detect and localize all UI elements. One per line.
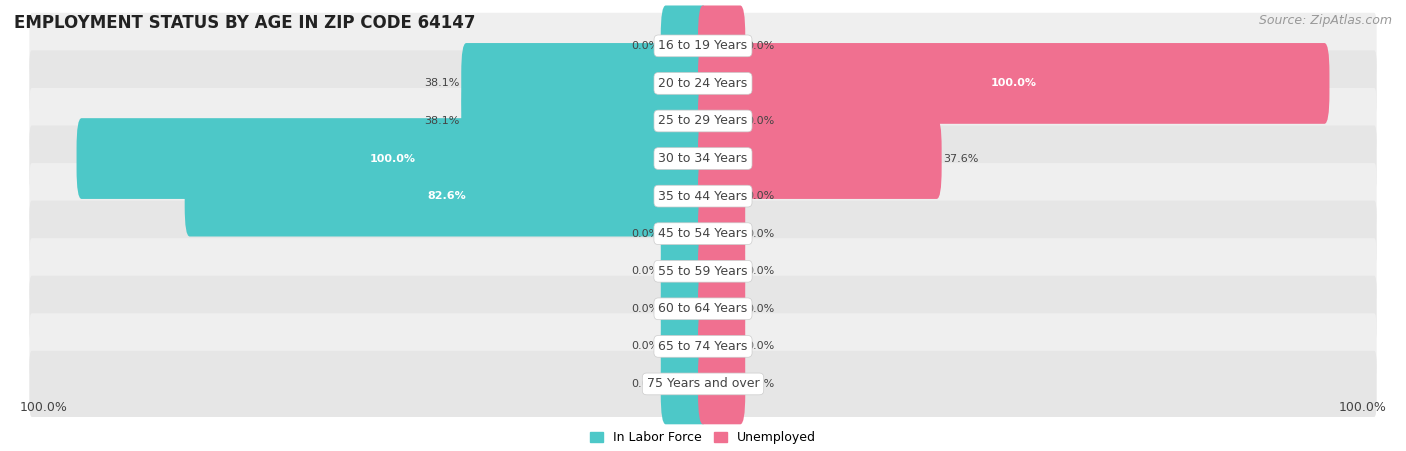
Text: 0.0%: 0.0%: [747, 266, 775, 276]
Text: 0.0%: 0.0%: [747, 116, 775, 126]
Text: 100.0%: 100.0%: [1339, 401, 1386, 414]
FancyBboxPatch shape: [30, 201, 1376, 267]
FancyBboxPatch shape: [697, 81, 745, 161]
FancyBboxPatch shape: [661, 306, 709, 387]
Text: 60 to 64 Years: 60 to 64 Years: [658, 302, 748, 315]
Text: 25 to 29 Years: 25 to 29 Years: [658, 115, 748, 128]
FancyBboxPatch shape: [30, 238, 1376, 304]
Text: 30 to 34 Years: 30 to 34 Years: [658, 152, 748, 165]
FancyBboxPatch shape: [76, 118, 709, 199]
Text: 82.6%: 82.6%: [427, 191, 465, 201]
FancyBboxPatch shape: [697, 193, 745, 274]
Text: 35 to 44 Years: 35 to 44 Years: [658, 189, 748, 202]
FancyBboxPatch shape: [661, 193, 709, 274]
Text: 45 to 54 Years: 45 to 54 Years: [658, 227, 748, 240]
FancyBboxPatch shape: [697, 43, 1330, 124]
Text: 0.0%: 0.0%: [631, 304, 659, 314]
Text: 38.1%: 38.1%: [425, 78, 460, 88]
FancyBboxPatch shape: [697, 344, 745, 424]
FancyBboxPatch shape: [697, 231, 745, 312]
FancyBboxPatch shape: [661, 5, 709, 86]
FancyBboxPatch shape: [697, 5, 745, 86]
FancyBboxPatch shape: [30, 51, 1376, 116]
Text: 0.0%: 0.0%: [631, 41, 659, 51]
Text: 55 to 59 Years: 55 to 59 Years: [658, 265, 748, 278]
Legend: In Labor Force, Unemployed: In Labor Force, Unemployed: [585, 426, 821, 449]
Text: 0.0%: 0.0%: [631, 266, 659, 276]
Text: 100.0%: 100.0%: [20, 401, 67, 414]
FancyBboxPatch shape: [30, 13, 1376, 79]
FancyBboxPatch shape: [697, 268, 745, 349]
Text: 100.0%: 100.0%: [370, 153, 415, 164]
FancyBboxPatch shape: [697, 306, 745, 387]
FancyBboxPatch shape: [30, 276, 1376, 342]
Text: 20 to 24 Years: 20 to 24 Years: [658, 77, 748, 90]
Text: 0.0%: 0.0%: [631, 379, 659, 389]
FancyBboxPatch shape: [661, 344, 709, 424]
FancyBboxPatch shape: [30, 351, 1376, 417]
Text: 75 Years and over: 75 Years and over: [647, 377, 759, 391]
Text: 16 to 19 Years: 16 to 19 Years: [658, 39, 748, 52]
Text: 100.0%: 100.0%: [991, 78, 1036, 88]
FancyBboxPatch shape: [30, 125, 1376, 192]
Text: 38.1%: 38.1%: [425, 116, 460, 126]
Text: 0.0%: 0.0%: [747, 191, 775, 201]
Text: 0.0%: 0.0%: [747, 341, 775, 351]
FancyBboxPatch shape: [661, 231, 709, 312]
FancyBboxPatch shape: [697, 156, 745, 236]
FancyBboxPatch shape: [461, 81, 709, 161]
Text: EMPLOYMENT STATUS BY AGE IN ZIP CODE 64147: EMPLOYMENT STATUS BY AGE IN ZIP CODE 641…: [14, 14, 475, 32]
FancyBboxPatch shape: [30, 88, 1376, 154]
Text: Source: ZipAtlas.com: Source: ZipAtlas.com: [1258, 14, 1392, 27]
Text: 0.0%: 0.0%: [747, 41, 775, 51]
FancyBboxPatch shape: [661, 268, 709, 349]
FancyBboxPatch shape: [30, 163, 1376, 229]
FancyBboxPatch shape: [461, 43, 709, 124]
Text: 0.0%: 0.0%: [747, 379, 775, 389]
FancyBboxPatch shape: [30, 313, 1376, 379]
Text: 0.0%: 0.0%: [631, 229, 659, 239]
Text: 65 to 74 Years: 65 to 74 Years: [658, 340, 748, 353]
Text: 0.0%: 0.0%: [747, 304, 775, 314]
Text: 37.6%: 37.6%: [943, 153, 979, 164]
Text: 0.0%: 0.0%: [631, 341, 659, 351]
FancyBboxPatch shape: [184, 156, 709, 236]
FancyBboxPatch shape: [697, 118, 942, 199]
Text: 0.0%: 0.0%: [747, 229, 775, 239]
